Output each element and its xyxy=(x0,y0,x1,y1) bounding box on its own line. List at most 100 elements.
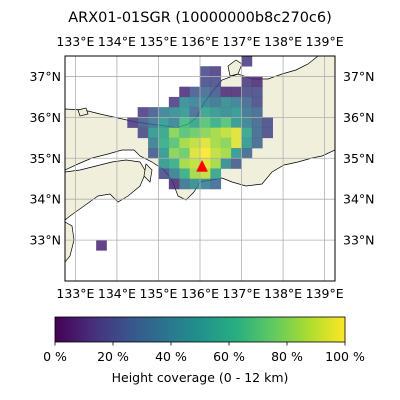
coverage-cell xyxy=(241,86,253,98)
coverage-cell xyxy=(200,86,211,98)
coverage-cell xyxy=(148,107,159,118)
coverage-cell xyxy=(210,117,222,128)
coverage-cell xyxy=(137,107,149,118)
coverage-cell xyxy=(210,137,222,149)
coverage-cell xyxy=(200,107,211,118)
coverage-cell xyxy=(200,178,211,190)
y-tick-label-left: 34°N xyxy=(29,192,61,207)
coverage-cell xyxy=(179,158,190,169)
coverage-cell xyxy=(189,107,201,118)
coverage-cell xyxy=(210,158,222,169)
coverage-cell xyxy=(231,96,242,108)
coverage-cell xyxy=(251,117,263,128)
coverage-cell xyxy=(189,137,201,149)
coverage-cell xyxy=(241,148,253,159)
coverage-cell xyxy=(251,96,263,108)
x-tick-label-bottom: 139°E xyxy=(306,286,344,301)
coverage-cell xyxy=(262,117,273,128)
coverage-cell xyxy=(241,107,253,118)
x-tick-label-bottom: 133°E xyxy=(56,286,94,301)
coverage-cell xyxy=(168,148,180,159)
coverage-cell xyxy=(220,137,232,149)
land-awaji xyxy=(143,163,153,183)
land-kyushu xyxy=(65,221,75,263)
coverage-cell xyxy=(179,107,190,118)
coverage-cell xyxy=(220,86,232,98)
coverage-cell xyxy=(220,127,232,139)
colorbar-tick-label: 0 % xyxy=(43,349,67,364)
coverage-cell xyxy=(200,76,211,87)
x-tick-label-bottom: 137°E xyxy=(223,286,261,301)
x-tick-label-bottom: 135°E xyxy=(139,286,177,301)
coverage-cell xyxy=(220,158,232,169)
x-tick-label-top: 135°E xyxy=(139,34,177,49)
coverage-cell xyxy=(200,127,211,139)
colorbar-tick-label: 60 % xyxy=(213,349,245,364)
land-oki-islands xyxy=(77,107,89,117)
y-tick-label-left: 33°N xyxy=(29,233,61,248)
coverage-cell xyxy=(210,96,222,108)
coverage-cell xyxy=(179,86,190,98)
y-tick-label-right: 33°N xyxy=(343,233,375,248)
coverage-cell xyxy=(200,117,211,128)
coverage-cell xyxy=(200,66,211,77)
coverage-cell xyxy=(251,107,263,118)
coverage-cell xyxy=(179,178,190,190)
station-triangle xyxy=(196,159,208,172)
coverage-cell xyxy=(220,96,232,108)
x-tick-label-top: 133°E xyxy=(56,34,94,49)
coverage-cell xyxy=(200,168,211,180)
coverage-cell xyxy=(158,148,170,159)
coverage-cell xyxy=(189,96,201,108)
coverage-cell xyxy=(210,127,222,139)
coverage-cell xyxy=(127,117,138,128)
coverage-cell xyxy=(168,117,180,128)
colorbar-label: Height coverage (0 - 12 km) xyxy=(112,370,289,385)
coverage-cell xyxy=(231,117,242,128)
coverage-cell xyxy=(220,148,232,159)
y-tick-label-left: 37°N xyxy=(29,69,61,84)
colorbar-frame xyxy=(54,316,346,343)
coverage-cell xyxy=(148,127,159,139)
x-tick-label-bottom: 136°E xyxy=(181,286,219,301)
coverage-cell xyxy=(210,148,222,159)
y-tick-label-right: 34°N xyxy=(343,192,375,207)
coverage-cell xyxy=(148,148,159,159)
coverage-cell xyxy=(189,127,201,139)
y-tick-label-left: 36°N xyxy=(29,110,61,125)
coverage-cell xyxy=(189,178,201,190)
coverage-cell xyxy=(262,127,273,139)
y-tick-label-right: 36°N xyxy=(343,110,375,125)
coverage-cell xyxy=(241,137,253,149)
coverage-cell xyxy=(210,168,222,180)
coverage-cell xyxy=(241,76,253,87)
colorbar-tick-label: 80 % xyxy=(271,349,303,364)
coverage-cell xyxy=(179,137,190,149)
coverage-cell xyxy=(241,117,253,128)
coverage-cell xyxy=(158,158,170,169)
coverage-cell xyxy=(220,107,232,118)
colorbar-tick-label: 20 % xyxy=(97,349,129,364)
coverage-cell xyxy=(251,127,263,139)
coverage-cell xyxy=(231,137,242,149)
coverage-cell xyxy=(251,76,263,87)
coverage-cell xyxy=(168,137,180,149)
land-shikoku xyxy=(65,159,147,221)
colorbar-tick-label: 40 % xyxy=(155,349,187,364)
land-sado-island xyxy=(227,59,243,77)
coverage-cell xyxy=(241,96,253,108)
x-tick-label-top: 139°E xyxy=(306,34,344,49)
coverage-cell xyxy=(179,168,190,180)
coverage-cell xyxy=(231,107,242,118)
coverage-cell xyxy=(251,86,263,98)
y-tick-label-left: 35°N xyxy=(29,151,61,166)
coverage-cell xyxy=(179,96,190,108)
coverage-cell xyxy=(231,127,242,139)
coverage-cell xyxy=(220,117,232,128)
coverage-cell xyxy=(200,148,211,159)
coverage-cell xyxy=(168,107,180,118)
coverage-cell xyxy=(168,178,180,190)
coverage-cell xyxy=(168,96,180,108)
coverage-cell xyxy=(158,168,170,180)
coverage-cell xyxy=(210,66,222,77)
